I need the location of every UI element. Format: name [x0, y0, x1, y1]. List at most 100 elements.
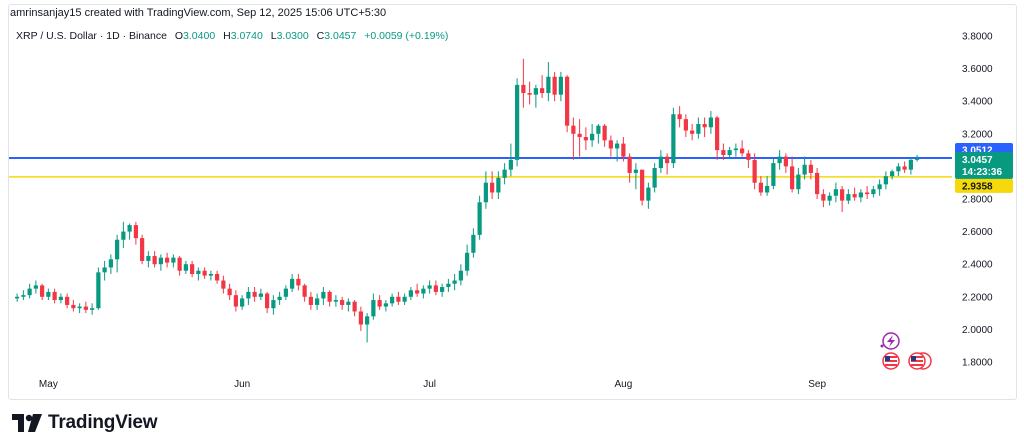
candle	[777, 150, 782, 170]
price-axis[interactable]: 3.80003.60003.40003.20003.00002.80002.60…	[962, 32, 993, 369]
candle-body	[315, 298, 320, 305]
candle-body	[140, 238, 145, 261]
candle	[27, 283, 32, 299]
candle-body	[202, 270, 207, 276]
candle	[308, 291, 313, 310]
candle	[115, 234, 120, 273]
candle	[583, 127, 588, 151]
candle-body	[227, 288, 232, 296]
candle	[258, 288, 263, 301]
x-tick-label: Jul	[423, 379, 436, 390]
candle	[733, 143, 738, 157]
candle	[571, 117, 576, 160]
candle-body	[877, 184, 882, 190]
candle	[471, 228, 476, 258]
candle	[352, 300, 357, 317]
candle	[896, 163, 901, 177]
candle-body	[371, 300, 376, 317]
candle	[596, 124, 601, 144]
candle-body	[727, 150, 732, 155]
candle	[58, 293, 63, 304]
candle-body	[146, 256, 151, 261]
candle	[65, 293, 70, 309]
candlestick-chart[interactable]: 3.80003.60003.40003.20003.00002.80002.60…	[0, 0, 1024, 400]
candle-body	[415, 290, 420, 294]
candle-body	[96, 272, 101, 309]
candle-body	[708, 117, 713, 128]
candle-body	[515, 84, 520, 160]
candle-body	[577, 133, 582, 138]
candle-body	[115, 239, 120, 260]
candle-body	[777, 156, 782, 164]
candle	[427, 280, 432, 294]
candle-body	[696, 124, 701, 134]
high-label: H	[223, 30, 231, 42]
candle-body	[52, 291, 57, 301]
us-flag-icon-double[interactable]	[908, 352, 932, 370]
close-value: 3.0457	[324, 30, 357, 42]
candle-body	[233, 295, 238, 307]
candle	[446, 278, 451, 292]
x-tick-label: Jun	[234, 379, 250, 390]
candle-body	[590, 133, 595, 141]
candle-body	[521, 84, 526, 94]
candle-body	[890, 171, 895, 177]
candle	[127, 223, 132, 240]
candle-body	[127, 225, 132, 232]
candle	[608, 135, 613, 157]
candle-body	[883, 176, 888, 185]
candle-body	[533, 88, 538, 95]
candle-body	[183, 264, 188, 271]
candle	[590, 124, 595, 147]
symbol-title[interactable]: XRP / U.S. Dollar · 1D · Binance	[16, 30, 167, 42]
candle-body	[133, 225, 138, 239]
candle	[440, 283, 445, 297]
candle	[215, 270, 220, 284]
candle	[771, 158, 776, 190]
candle-body	[158, 257, 163, 265]
candle-body	[152, 256, 157, 265]
candle-body	[190, 264, 195, 274]
candle-body	[283, 288, 288, 297]
candle	[827, 192, 832, 206]
candle-body	[177, 257, 182, 271]
candle-body	[471, 234, 476, 253]
candle-body	[252, 291, 257, 297]
candle	[533, 84, 538, 108]
candle-body	[815, 172, 820, 195]
open-label: O	[174, 30, 184, 42]
candle	[240, 295, 245, 310]
candle-body	[296, 278, 301, 286]
candle	[333, 295, 338, 307]
candle-body	[752, 159, 757, 183]
candle	[46, 288, 51, 301]
candle-body	[896, 166, 901, 172]
candle-body	[758, 182, 763, 193]
lightning-icon[interactable]	[880, 332, 900, 350]
candle-body	[790, 166, 795, 190]
candle	[902, 161, 907, 173]
yellow-price-tag	[955, 178, 1013, 193]
candle	[146, 251, 151, 268]
horizontal-lines[interactable]	[9, 157, 952, 178]
y-tick-label: 2.6000	[962, 227, 993, 238]
candle	[283, 285, 288, 301]
open-value: 3.0400	[183, 30, 216, 42]
candle-body	[433, 285, 438, 292]
candle-body	[915, 158, 920, 160]
symbol-legend: XRP / U.S. Dollar · 1D · Binance O3.0400…	[16, 30, 448, 42]
y-tick-label: 2.8000	[962, 195, 993, 206]
candle	[77, 303, 82, 314]
candle	[390, 293, 395, 307]
us-flag-icon[interactable]	[882, 352, 900, 370]
event-icons[interactable]	[880, 332, 932, 370]
y-tick-label: 3.8000	[962, 32, 993, 43]
candle	[877, 179, 882, 196]
candle	[96, 267, 101, 310]
candle-body	[527, 93, 532, 95]
candle	[140, 234, 145, 265]
tradingview-logo[interactable]: TradingView	[12, 411, 158, 435]
y-tick-label: 3.2000	[962, 129, 993, 140]
time-axis[interactable]: May Jun Jul Aug Sep	[39, 379, 827, 390]
y-tick-label: 2.4000	[962, 260, 993, 271]
